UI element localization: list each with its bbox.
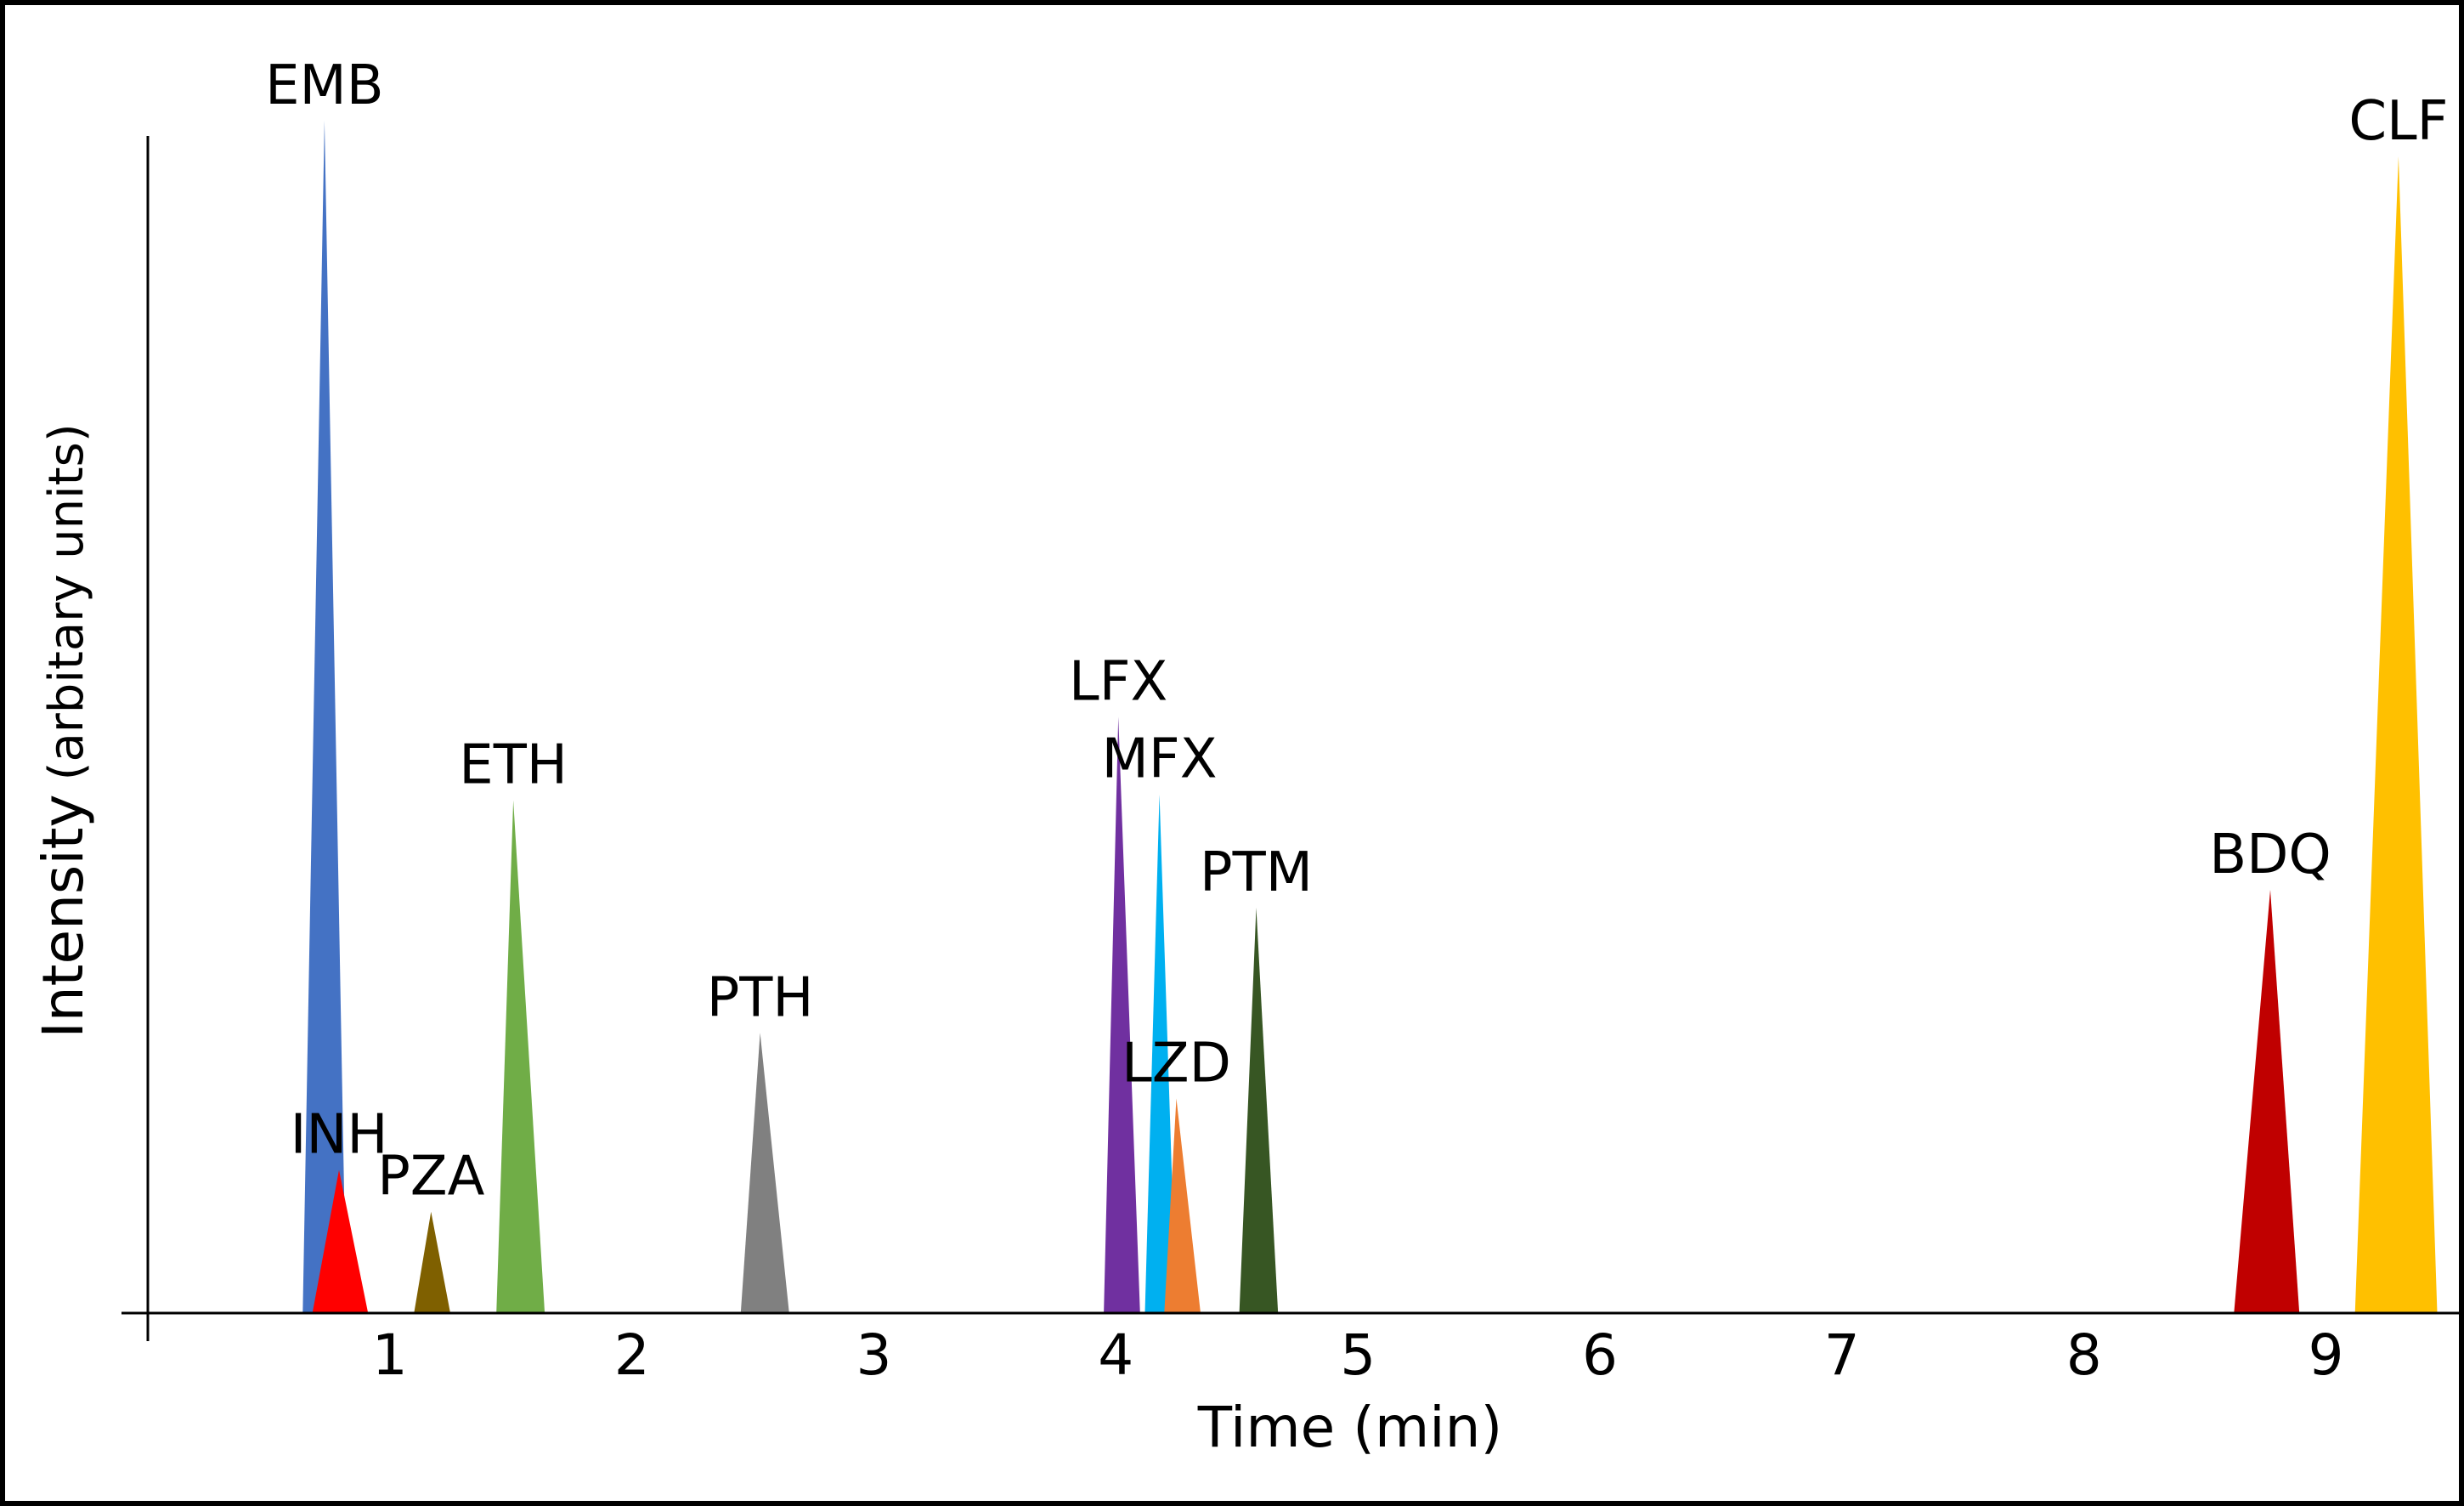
x-tick-label-3: 3 xyxy=(856,1322,892,1388)
peak-bdq xyxy=(2234,889,2300,1313)
peak-lzd xyxy=(1164,1098,1201,1313)
peak-label-ptm: PTM xyxy=(1200,841,1313,904)
peak-label-eth: ETH xyxy=(459,734,568,797)
x-tick-label-5: 5 xyxy=(1340,1322,1376,1388)
peak-clf xyxy=(2354,156,2438,1314)
y-axis-title-sub: (arbitary units) xyxy=(39,423,94,780)
x-tick-label-8: 8 xyxy=(2066,1322,2102,1388)
x-axis-title: Time (min) xyxy=(1197,1395,1502,1460)
peak-label-pza: PZA xyxy=(377,1146,484,1209)
peak-emb xyxy=(302,121,347,1313)
x-tick-label-1: 1 xyxy=(372,1322,408,1388)
peak-eth xyxy=(496,800,545,1313)
peak-label-emb: EMB xyxy=(265,54,384,117)
x-tick-label-9: 9 xyxy=(2309,1322,2344,1388)
y-axis-title-main: Intensity xyxy=(31,794,96,1038)
peaks-layer xyxy=(302,121,2438,1314)
peak-label-lfx: LFX xyxy=(1069,651,1167,714)
peak-label-clf: CLF xyxy=(2348,90,2448,153)
x-tick-label-2: 2 xyxy=(614,1322,650,1388)
peak-mfx xyxy=(1144,794,1177,1313)
x-tick-label-7: 7 xyxy=(1824,1322,1860,1388)
x-tick-labels: 1 2 3 4 5 6 7 8 9 xyxy=(372,1322,2344,1388)
peak-pza xyxy=(414,1211,450,1313)
peak-label-inh: INH xyxy=(291,1104,388,1167)
peak-label-lzd: LZD xyxy=(1122,1033,1231,1096)
peak-label-pth: PTH xyxy=(707,966,814,1029)
x-tick-label-4: 4 xyxy=(1098,1322,1133,1388)
x-tick-label-6: 6 xyxy=(1582,1322,1618,1388)
peak-ptm xyxy=(1239,908,1279,1313)
peak-inh xyxy=(312,1169,369,1313)
peak-label-mfx: MFX xyxy=(1102,728,1218,791)
peak-pth xyxy=(740,1033,789,1313)
y-axis-title: Intensity (arbitary units) xyxy=(31,423,96,1038)
peak-lfx xyxy=(1104,716,1140,1313)
axes-layer xyxy=(122,136,2461,1341)
peak-label-bdq: BDQ xyxy=(2209,824,2331,886)
